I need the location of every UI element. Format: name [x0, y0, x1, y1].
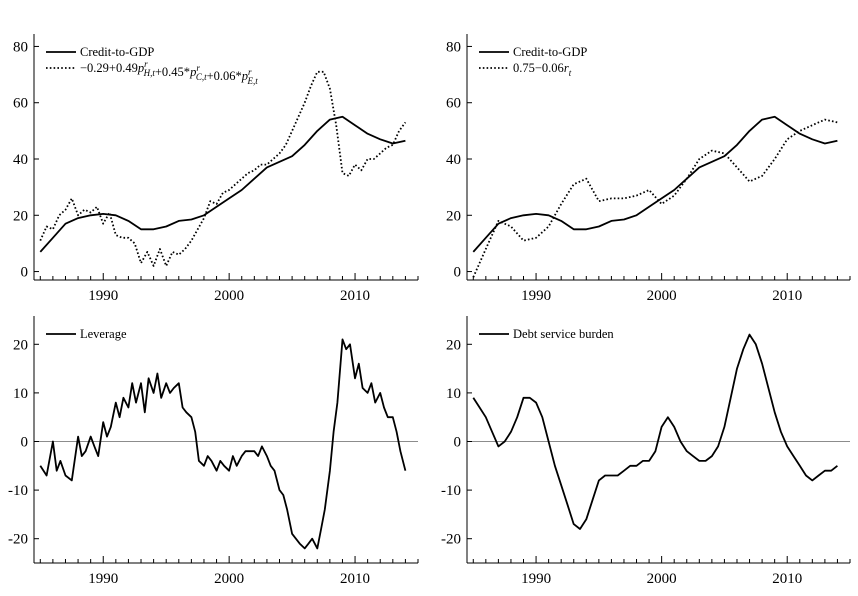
legend-label: Debt service burden [513, 327, 614, 341]
x-tick-label: 1990 [88, 288, 118, 304]
y-tick-label: 40 [446, 152, 461, 168]
y-tick-label: -10 [441, 483, 461, 499]
y-tick-label: 20 [446, 208, 461, 224]
legend-label: 0.75−0.06rt [513, 61, 572, 78]
x-tick-label: 2000 [214, 288, 244, 304]
series-line-solid [39, 338, 407, 550]
x-tick-label: 2000 [647, 288, 677, 304]
x-tick-label: 1990 [521, 571, 551, 587]
legend-label: Credit-to-GDP [80, 45, 154, 59]
y-tick-label: 60 [446, 96, 461, 112]
y-tick-label: -20 [441, 532, 461, 548]
series-line-solid [39, 115, 406, 253]
series-line-dotted [472, 118, 838, 278]
y-tick-label: 0 [21, 435, 29, 451]
x-tick-label: 2000 [214, 571, 244, 587]
x-tick-label: 2010 [340, 571, 370, 587]
y-tick-label: 10 [13, 386, 28, 402]
x-tick-label: 2010 [340, 288, 370, 304]
y-tick-label: 80 [446, 39, 461, 55]
legend-label: Leverage [80, 327, 127, 341]
y-tick-label: 20 [13, 208, 28, 224]
x-tick-label: 1990 [88, 571, 118, 587]
panel-bottom-left: -20 -10 0 10 20 1990 2000 2010 Leverage [8, 316, 419, 587]
y-tick-label: 60 [13, 96, 28, 112]
series-line-dotted [39, 70, 407, 267]
x-tick-label: 2000 [647, 571, 677, 587]
x-tick-label: 2010 [772, 571, 802, 587]
legend-label: Credit-to-GDP [513, 45, 587, 59]
legend-label: −0.29+0.49pr H,t+0.45*pr C,t+0.06*pr E,t [80, 59, 258, 86]
series-line-solid [472, 115, 838, 253]
y-tick-label: 20 [13, 337, 28, 353]
y-tick-label: 0 [454, 435, 462, 451]
panel-top-right: 0 20 40 60 80 1990 2000 2010 Credit-to-GDP 0.75−0… [446, 34, 851, 304]
y-tick-label: -10 [8, 483, 28, 499]
series-line-solid [472, 333, 838, 530]
panel-bottom-right: -20 -10 0 10 20 1990 2000 2010 Debt service burd… [441, 316, 851, 587]
y-tick-label: 10 [446, 386, 461, 402]
y-tick-label: 20 [446, 337, 461, 353]
x-tick-label: 2010 [772, 288, 802, 304]
y-tick-label: 40 [13, 152, 28, 168]
y-tick-label: 0 [454, 265, 462, 281]
y-tick-label: 80 [13, 39, 28, 55]
panel-top-left: 0 20 40 60 80 1990 2000 2010 Credit-to-GDP−0.29+… [13, 34, 419, 304]
y-tick-label: -20 [8, 532, 28, 548]
x-tick-label: 1990 [521, 288, 551, 304]
y-tick-label: 0 [21, 265, 29, 281]
